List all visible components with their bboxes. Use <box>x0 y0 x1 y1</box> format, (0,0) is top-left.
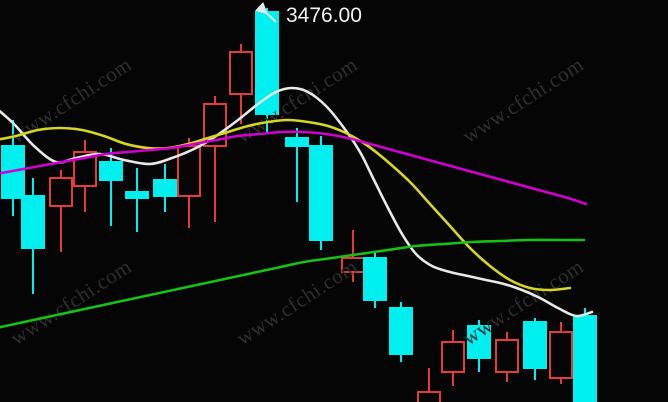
candle-body <box>73 151 97 187</box>
candle-body <box>549 331 573 379</box>
candle-body <box>417 391 441 402</box>
candle-body <box>21 195 45 249</box>
ma-green <box>0 238 586 329</box>
price-label: 3476.00 <box>286 4 362 27</box>
candle-up <box>99 148 123 226</box>
candle-body <box>285 137 309 147</box>
candle-body <box>363 257 387 301</box>
candle-up <box>285 128 309 202</box>
candle-up <box>21 178 45 294</box>
candle-body <box>389 307 413 355</box>
candle-body <box>573 315 597 402</box>
ma-yellow <box>0 118 572 292</box>
candle-down <box>229 44 253 124</box>
candle-down <box>73 140 97 212</box>
candle-body <box>229 51 253 95</box>
candle-up <box>125 168 149 232</box>
candle-body <box>441 341 465 373</box>
candle-body <box>523 321 547 369</box>
candle-body <box>153 179 177 197</box>
candle-up <box>573 308 597 402</box>
candle-down <box>549 322 573 384</box>
candle-up <box>523 318 547 380</box>
candle-down <box>417 368 441 402</box>
candle-up <box>467 320 491 372</box>
candle-body <box>309 145 333 241</box>
candle-body <box>125 191 149 199</box>
candle-body <box>495 339 519 373</box>
ma-magenta <box>0 130 588 206</box>
candle-down <box>49 170 73 252</box>
candle-down <box>441 330 465 386</box>
candle-up <box>363 252 387 308</box>
arrow-icon <box>254 1 277 23</box>
candle-up <box>309 136 333 250</box>
candle-down <box>495 332 519 382</box>
candle-body <box>49 177 73 207</box>
candle-body <box>467 325 491 359</box>
candle-body <box>99 161 123 181</box>
candle-up <box>389 302 413 362</box>
candle-up <box>153 164 177 212</box>
